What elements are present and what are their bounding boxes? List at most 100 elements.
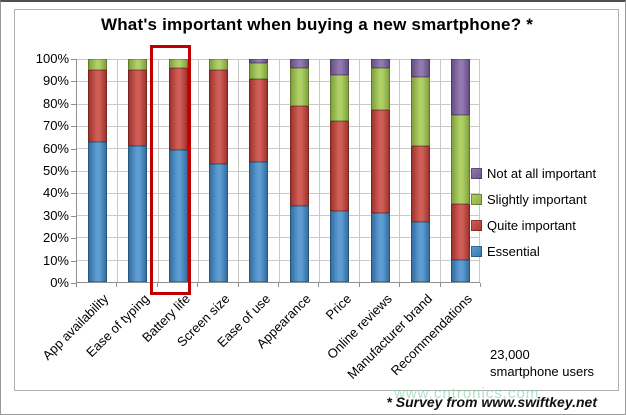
bar-manufacturer-brand bbox=[410, 59, 430, 282]
legend-swatch-slightly-important bbox=[471, 194, 482, 205]
segment-price-quite-important bbox=[330, 121, 350, 211]
bar-price bbox=[330, 59, 350, 282]
x-axis-tick bbox=[237, 283, 239, 287]
segment-online-reviews-quite-important bbox=[370, 110, 390, 213]
legend-item-not-at-all-important: Not at all important bbox=[471, 165, 596, 182]
y-axis-label: 80% bbox=[42, 95, 69, 111]
y-axis-label: 70% bbox=[42, 118, 69, 134]
legend: Not at all important Slightly important Qu… bbox=[471, 165, 596, 269]
watermark-text: www.cntronics.com bbox=[394, 385, 540, 402]
segment-recommendations-essential bbox=[451, 259, 471, 282]
segment-battery-life-essential bbox=[168, 150, 188, 282]
segment-screen-size-quite-important bbox=[208, 70, 228, 164]
segment-online-reviews-essential bbox=[370, 212, 390, 282]
segment-battery-life-quite-important bbox=[168, 67, 188, 151]
segment-ease-of-typing-slightly-important bbox=[128, 59, 148, 71]
y-axis-tick bbox=[71, 283, 76, 284]
legend-item-essential: Essential bbox=[471, 243, 596, 260]
x-axis-tick bbox=[480, 283, 481, 287]
bar-battery-life bbox=[168, 59, 188, 282]
segment-manufacturer-brand-not-at-all-important bbox=[410, 59, 430, 77]
segment-ease-of-use-slightly-important bbox=[249, 63, 269, 80]
legend-swatch-not-at-all-important bbox=[471, 168, 482, 179]
plot-area bbox=[76, 59, 480, 283]
segment-price-not-at-all-important bbox=[330, 59, 350, 75]
x-axis-tick bbox=[116, 283, 118, 287]
segment-ease-of-use-not-at-all-important bbox=[249, 59, 269, 64]
y-axis-label: 60% bbox=[42, 140, 69, 156]
y-axis-label: 100% bbox=[35, 51, 69, 66]
legend-label: Essential bbox=[487, 244, 540, 259]
bar-screen-size bbox=[208, 59, 228, 282]
segment-online-reviews-not-at-all-important bbox=[370, 59, 390, 68]
source-footnote: * Survey from www.swiftkey.net bbox=[386, 394, 597, 410]
segment-price-essential bbox=[330, 210, 350, 282]
x-axis-tick bbox=[439, 283, 441, 287]
segment-recommendations-not-at-all-important bbox=[451, 59, 471, 115]
segment-app-availability-essential bbox=[87, 141, 107, 282]
segment-appearance-quite-important bbox=[289, 105, 309, 207]
sample-size-line2: smartphone users bbox=[490, 363, 595, 379]
segment-recommendations-quite-important bbox=[451, 203, 471, 260]
legend-label: Quite important bbox=[487, 218, 576, 233]
legend-swatch-quite-important bbox=[471, 220, 482, 231]
gridline-vertical bbox=[439, 59, 441, 282]
y-axis-tick bbox=[71, 193, 76, 195]
y-axis-tick bbox=[71, 59, 76, 60]
bar-online-reviews bbox=[370, 59, 390, 282]
gridline-horizontal bbox=[77, 148, 480, 150]
legend-item-slightly-important: Slightly important bbox=[471, 191, 596, 208]
battery-life-highlight-rect bbox=[150, 45, 191, 295]
y-axis-label: 20% bbox=[42, 230, 69, 246]
x-axis-tick bbox=[399, 283, 401, 287]
x-axis-tick bbox=[358, 283, 360, 287]
sample-size-note: 23,000 smartphone users bbox=[490, 347, 594, 381]
y-axis-label: 90% bbox=[42, 73, 69, 89]
x-axis-tick bbox=[278, 283, 279, 287]
y-axis-label: 50% bbox=[42, 163, 69, 178]
gridline-horizontal bbox=[77, 125, 480, 127]
y-axis-tick bbox=[71, 171, 76, 172]
segment-ease-of-use-essential bbox=[249, 161, 269, 282]
y-axis-tick bbox=[71, 148, 76, 150]
bar-appearance bbox=[289, 59, 309, 282]
chart-title: What's important when buying a new smart… bbox=[100, 15, 534, 34]
gridline-vertical bbox=[399, 59, 401, 282]
sample-size-line1: 23,000 bbox=[490, 347, 530, 362]
y-axis-label: 0% bbox=[50, 275, 69, 290]
y-axis-tick bbox=[71, 260, 76, 262]
segment-appearance-not-at-all-important bbox=[289, 59, 309, 68]
y-axis-label: 40% bbox=[42, 185, 69, 201]
gridline-horizontal bbox=[77, 103, 480, 105]
y-axis-tick bbox=[71, 238, 76, 240]
y-axis-label: 10% bbox=[42, 252, 69, 268]
segment-recommendations-slightly-important bbox=[451, 114, 471, 204]
bar-ease-of-typing bbox=[128, 59, 148, 282]
segment-screen-size-essential bbox=[208, 163, 228, 282]
segment-ease-of-use-quite-important bbox=[249, 79, 269, 162]
segment-appearance-slightly-important bbox=[289, 67, 309, 106]
y-axis-label: 30% bbox=[42, 207, 69, 223]
bar-recommendations bbox=[451, 59, 471, 282]
bar-app-availability bbox=[87, 59, 107, 282]
segment-online-reviews-slightly-important bbox=[370, 67, 390, 111]
segment-manufacturer-brand-essential bbox=[410, 221, 430, 282]
gridline-vertical bbox=[359, 59, 361, 282]
segment-manufacturer-brand-quite-important bbox=[410, 145, 430, 222]
gridline-horizontal bbox=[77, 59, 480, 60]
x-axis-tick bbox=[318, 283, 320, 287]
segment-manufacturer-brand-slightly-important bbox=[410, 76, 430, 146]
gridline-vertical bbox=[278, 59, 280, 282]
segment-ease-of-typing-essential bbox=[128, 145, 148, 282]
legend-item-quite-important: Quite important bbox=[471, 217, 596, 234]
segment-ease-of-typing-quite-important bbox=[128, 70, 148, 146]
segment-app-availability-quite-important bbox=[87, 70, 107, 142]
legend-label: Slightly important bbox=[487, 192, 587, 207]
segment-price-slightly-important bbox=[330, 74, 350, 122]
segment-screen-size-slightly-important bbox=[208, 59, 228, 71]
segment-battery-life-slightly-important bbox=[168, 59, 188, 68]
x-axis-tick bbox=[76, 283, 77, 287]
segment-appearance-essential bbox=[289, 206, 309, 282]
y-axis-tick bbox=[71, 81, 76, 83]
